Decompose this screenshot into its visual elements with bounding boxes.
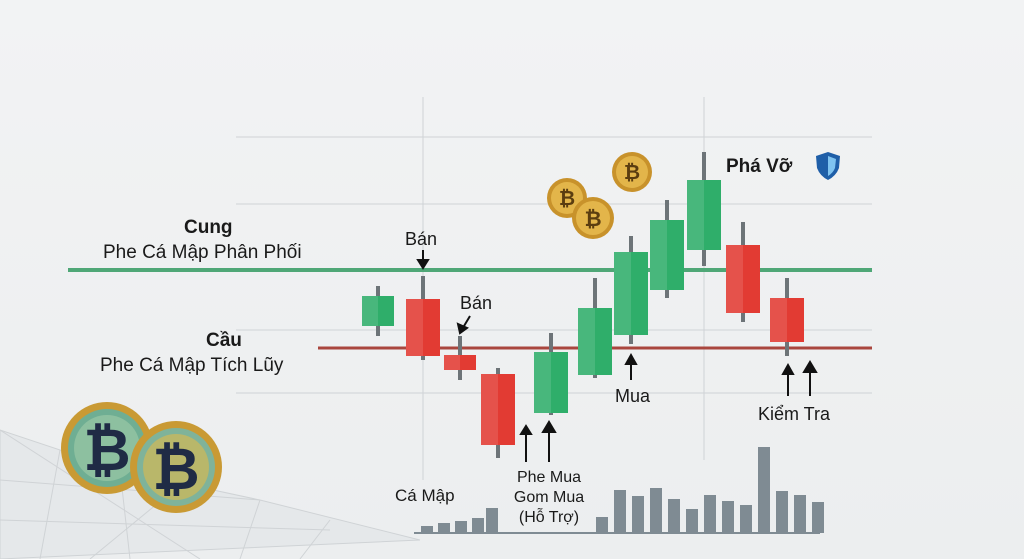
- sell-label-1: Bán: [405, 229, 438, 249]
- supply-subtitle: Phe Cá Mập Phân Phối: [103, 242, 302, 263]
- bitcoin-coin-icon: ₿: [572, 197, 614, 239]
- svg-text:₿: ₿: [152, 437, 199, 502]
- candle-body: [770, 298, 804, 342]
- arrow-up-icon: [624, 352, 638, 380]
- candle-up: [578, 278, 612, 378]
- bitcoin-coin-icon: ₿: [130, 421, 222, 513]
- candle-shine: [770, 298, 787, 342]
- candle-shine: [481, 374, 498, 445]
- volume-bar: [455, 521, 467, 533]
- candle-shine: [726, 245, 743, 313]
- volume-bar: [704, 495, 716, 533]
- arrow-down-icon: [416, 250, 430, 270]
- arrow-up-icon: [802, 360, 818, 396]
- candle-body: [614, 252, 648, 335]
- arrow-up-icon: [519, 424, 533, 462]
- volume-bar: [438, 523, 450, 533]
- candle-body: [687, 180, 721, 250]
- retest-label: Kiểm Tra: [758, 404, 831, 424]
- candle-up: [687, 152, 721, 266]
- candle-shine: [650, 220, 667, 290]
- buyers-line-3: (Hỗ Trợ): [518, 509, 580, 526]
- svg-text:₿: ₿: [624, 162, 640, 184]
- volume-bar: [596, 517, 608, 533]
- buyers-line-2: Gom Mua: [513, 489, 585, 506]
- candle-body: [578, 308, 612, 375]
- candle-down: [406, 276, 440, 360]
- demand-title: Cầu: [206, 330, 242, 351]
- candle-up: [650, 200, 684, 298]
- candle-shine: [534, 352, 551, 413]
- breakout-label: Phá Vỡ: [726, 156, 793, 177]
- shield-icon: [816, 152, 840, 180]
- volume-bar: [421, 526, 433, 533]
- candle-body: [650, 220, 684, 290]
- candles: [362, 152, 804, 458]
- demand-subtitle: Phe Cá Mập Tích Lũy: [100, 355, 284, 376]
- volume-bar: [668, 499, 680, 533]
- volume-bar: [794, 495, 806, 533]
- volume-bar: [722, 501, 734, 533]
- candle-shine: [614, 252, 631, 335]
- svg-text:₿: ₿: [83, 418, 130, 483]
- volume-bar: [776, 491, 788, 533]
- supply-title: Cung: [184, 217, 233, 238]
- bitcoin-coin-icon: ₿: [61, 402, 153, 494]
- candle-body: [406, 299, 440, 356]
- svg-text:₿: ₿: [559, 188, 575, 210]
- candle-body: [362, 296, 394, 326]
- volume-bar: [812, 502, 824, 533]
- candle-body: [726, 245, 760, 313]
- annotation-arrows: [416, 250, 818, 462]
- bitcoin-coin-icon: ₿: [612, 152, 652, 192]
- candle-down: [726, 222, 760, 322]
- candle-body: [481, 374, 515, 445]
- volume-bar: [614, 490, 626, 533]
- volume-bar: [650, 488, 662, 533]
- buy-label: Mua: [615, 386, 651, 406]
- arrow-up-icon: [541, 420, 557, 462]
- candle-shine: [406, 299, 423, 356]
- whale-label: Cá Mập: [395, 486, 455, 505]
- candle-body: [444, 355, 476, 370]
- candle-up: [534, 333, 568, 415]
- volume-bar: [632, 496, 644, 533]
- buyers-support-label: Phe Mua Gom Mua (Hỗ Trợ): [494, 468, 604, 528]
- candle-down: [444, 336, 476, 380]
- candle-down: [481, 368, 515, 458]
- sell-label-2: Bán: [460, 293, 493, 313]
- volume-bar: [486, 508, 498, 533]
- candle-down: [770, 278, 804, 356]
- volume-bar: [758, 447, 770, 533]
- candle-body: [534, 352, 568, 413]
- candle-shine: [444, 355, 460, 370]
- volume-bars: [421, 447, 824, 533]
- buyers-line-1: Phe Mua: [516, 469, 582, 486]
- volume-bar: [472, 518, 484, 533]
- candle-up: [614, 236, 648, 344]
- svg-text:₿: ₿: [584, 208, 601, 231]
- candle-shine: [578, 308, 595, 375]
- arrow-up-icon: [781, 362, 795, 396]
- volume-bar: [740, 505, 752, 533]
- candle-shine: [687, 180, 704, 250]
- candle-shine: [362, 296, 378, 326]
- arrow-down-icon: [456, 315, 471, 335]
- candle-up: [362, 286, 394, 336]
- volume-bar: [686, 509, 698, 533]
